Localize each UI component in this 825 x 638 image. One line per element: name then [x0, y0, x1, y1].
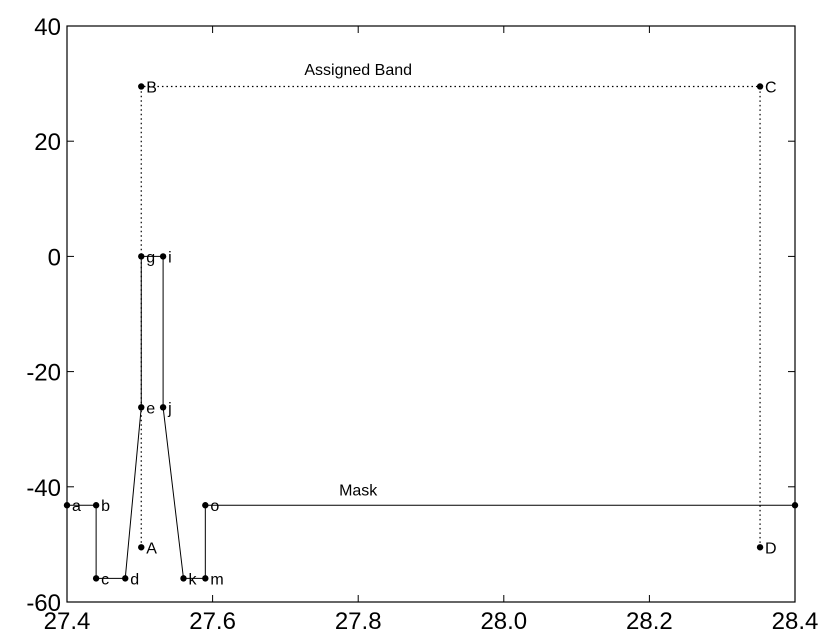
- data-point: [202, 575, 209, 582]
- data-point: [138, 253, 145, 260]
- data-point: [159, 253, 167, 260]
- annotation-label: Assigned Band: [304, 62, 412, 79]
- plot-frame: [66, 25, 796, 603]
- data-point: [63, 502, 71, 509]
- point-label-b: b: [101, 498, 110, 515]
- point-label-o: o: [210, 498, 219, 515]
- y-tick-label: 20: [34, 129, 61, 156]
- y-tick-label: 0: [48, 244, 61, 271]
- point-label-D: D: [765, 540, 777, 557]
- point-label-m: m: [210, 571, 223, 588]
- data-point: [756, 544, 764, 551]
- x-tick-label: 28.4: [772, 608, 819, 633]
- point-label-d: d: [130, 571, 139, 588]
- data-point: [138, 83, 145, 90]
- point-label-i: i: [168, 249, 172, 266]
- point-label-a: a: [72, 498, 81, 515]
- data-point: [159, 404, 167, 411]
- data-point: [180, 575, 187, 582]
- point-label-k: k: [188, 571, 197, 588]
- data-point: [122, 575, 129, 582]
- data-point: [791, 502, 799, 509]
- y-tick-label: -40: [26, 475, 61, 502]
- x-tick-label: 27.6: [189, 608, 236, 633]
- point-label-e: e: [146, 400, 155, 417]
- point-label-C: C: [765, 79, 777, 96]
- annotation-label: Mask: [339, 482, 378, 499]
- x-tick-label: 27.8: [335, 608, 382, 633]
- x-tick-label: 28.2: [626, 608, 673, 633]
- point-label-B: B: [146, 79, 157, 96]
- data-point: [138, 404, 145, 411]
- data-point: [92, 575, 100, 582]
- x-tick-label: 27.4: [44, 608, 91, 633]
- y-tick-label: -60: [26, 590, 61, 617]
- point-label-g: g: [146, 249, 155, 266]
- data-point: [138, 544, 145, 551]
- x-tick-label: 28.0: [480, 608, 527, 633]
- data-point: [92, 502, 100, 509]
- assigned-band-line: [140, 85, 761, 548]
- mask-line: [67, 255, 795, 579]
- y-tick-label: 40: [34, 14, 61, 41]
- data-point: [202, 502, 209, 509]
- y-tick-label: -20: [26, 360, 61, 387]
- point-label-A: A: [146, 540, 157, 557]
- point-label-j: j: [167, 400, 172, 417]
- data-point: [756, 83, 764, 90]
- point-label-c: c: [101, 571, 109, 588]
